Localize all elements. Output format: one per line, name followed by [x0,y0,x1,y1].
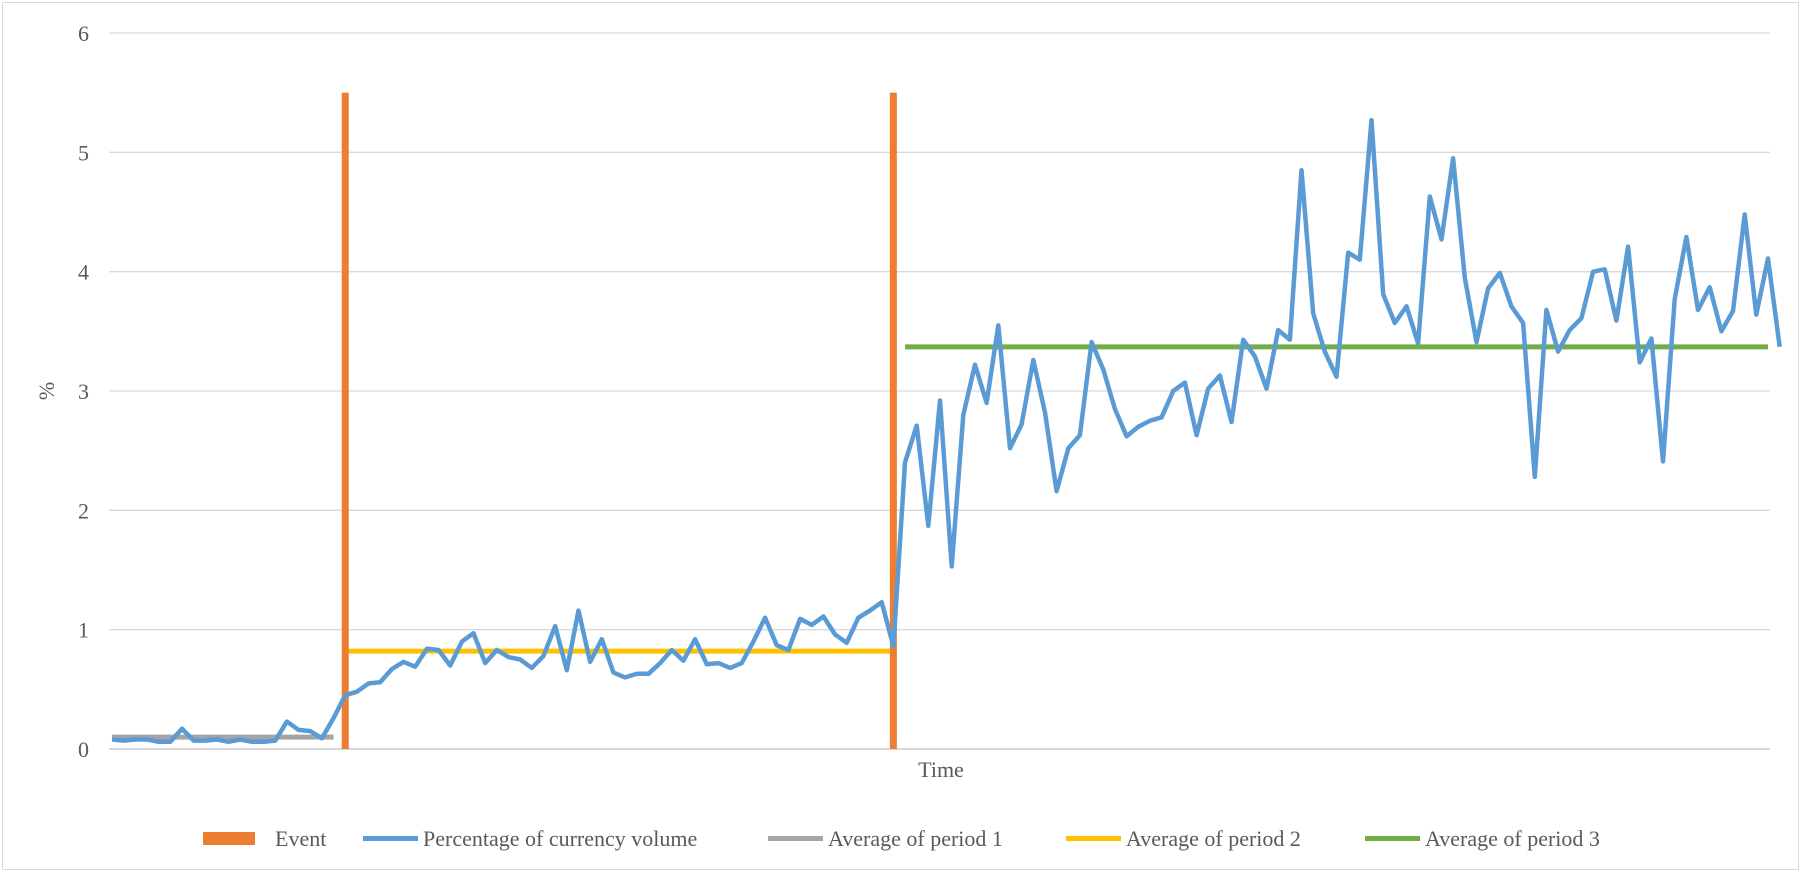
x-axis-label: Time [918,757,964,782]
legend-label: Average of period 1 [828,826,1003,851]
series-line-currency-volume [111,117,1782,745]
event-bar [889,92,897,749]
legend-label: Average of period 2 [1126,826,1301,851]
legend-item: Average of period 2 [1066,826,1301,851]
legend-item: Average of period 3 [1365,826,1600,851]
y-tick-label: 1 [78,618,89,643]
y-tick-labels: 0 1 2 3 4 5 6 [78,21,89,762]
event-bars [341,92,897,749]
y-tick-label: 3 [78,379,89,404]
legend-swatch [203,832,255,845]
legend-label: Average of period 3 [1425,826,1600,851]
legend-item: Event [203,826,326,851]
legend-item: Average of period 1 [768,826,1003,851]
legend-label: Event [275,826,326,851]
legend-item: Percentage of currency volume [363,826,697,851]
legend: Event Percentage of currency volume Averag… [203,826,1600,851]
y-tick-label: 2 [78,498,89,523]
event-bar [341,92,349,749]
y-axis-label: % [34,382,59,400]
y-tick-label: 5 [78,140,89,165]
y-tick-label: 4 [78,260,89,285]
gridlines [109,32,1770,750]
legend-label: Percentage of currency volume [423,826,697,851]
line-chart: 0 1 2 3 4 5 6 % Time Event Percentage of curren… [34,21,1782,851]
y-tick-label: 6 [78,21,89,46]
y-tick-label: 0 [78,737,89,762]
